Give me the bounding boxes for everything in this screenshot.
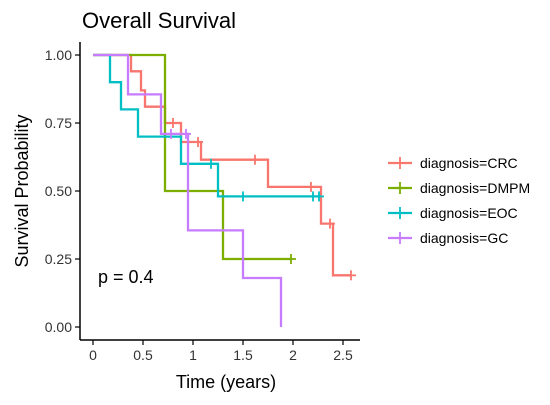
x-tick-label: 0 <box>89 347 97 363</box>
censor-mark-crc <box>346 270 356 281</box>
x-tick-label: 2.5 <box>333 347 353 363</box>
x-tick-label: 2 <box>289 347 297 363</box>
legend: diagnosis=CRC diagnosis=DMPM diagnosis=EOC… <box>388 155 530 246</box>
censor-mark-crc <box>306 181 316 192</box>
y-tick-label: 0.25 <box>45 251 72 267</box>
legend-item-crc: diagnosis=CRC <box>388 155 518 171</box>
y-tick-label: 0.50 <box>45 183 72 199</box>
censor-mark-gc <box>166 128 176 139</box>
p-value-annotation: p = 0.4 <box>98 267 154 287</box>
x-axis-label: Time (years) <box>176 372 276 392</box>
censor-mark-eoc <box>314 191 324 202</box>
survival-curve-crc <box>93 53 351 277</box>
legend-item-dmpm: diagnosis=DMPM <box>388 180 530 196</box>
survival-curve-eoc <box>93 53 321 198</box>
legend-label: diagnosis=EOC <box>420 205 518 221</box>
legend-label: diagnosis=DMPM <box>420 180 530 196</box>
censor-mark-eoc <box>238 191 248 202</box>
survival-curve-dmpm <box>93 53 291 261</box>
legend-label: diagnosis=GC <box>420 230 508 246</box>
x-tick-label: 0.5 <box>133 347 153 363</box>
censor-mark-eoc <box>206 158 216 169</box>
censor-mark-crc <box>168 118 178 128</box>
censor-mark-crc <box>193 137 203 148</box>
legend-item-eoc: diagnosis=EOC <box>388 205 518 221</box>
y-tick-label: 0.75 <box>45 115 72 131</box>
y-tick-label: 1.00 <box>45 47 72 63</box>
censor-mark-crc <box>250 154 260 165</box>
y-tick-label: 0.00 <box>45 319 72 335</box>
censor-mark-dmpm <box>286 254 296 264</box>
y-axis-label: Survival Probability <box>12 114 32 267</box>
x-tick-label: 1 <box>189 347 197 363</box>
plot-area: 0.00 0.25 0.50 0.75 1.00 0 0.5 1 1.5 2 2.5 <box>45 42 360 363</box>
legend-label: diagnosis=CRC <box>420 155 518 171</box>
chart-title: Overall Survival <box>82 8 236 33</box>
censor-mark-gc <box>181 128 191 139</box>
censor-mark-crc <box>325 218 335 229</box>
legend-item-gc: diagnosis=GC <box>388 230 508 246</box>
x-tick-label: 1.5 <box>233 347 253 363</box>
